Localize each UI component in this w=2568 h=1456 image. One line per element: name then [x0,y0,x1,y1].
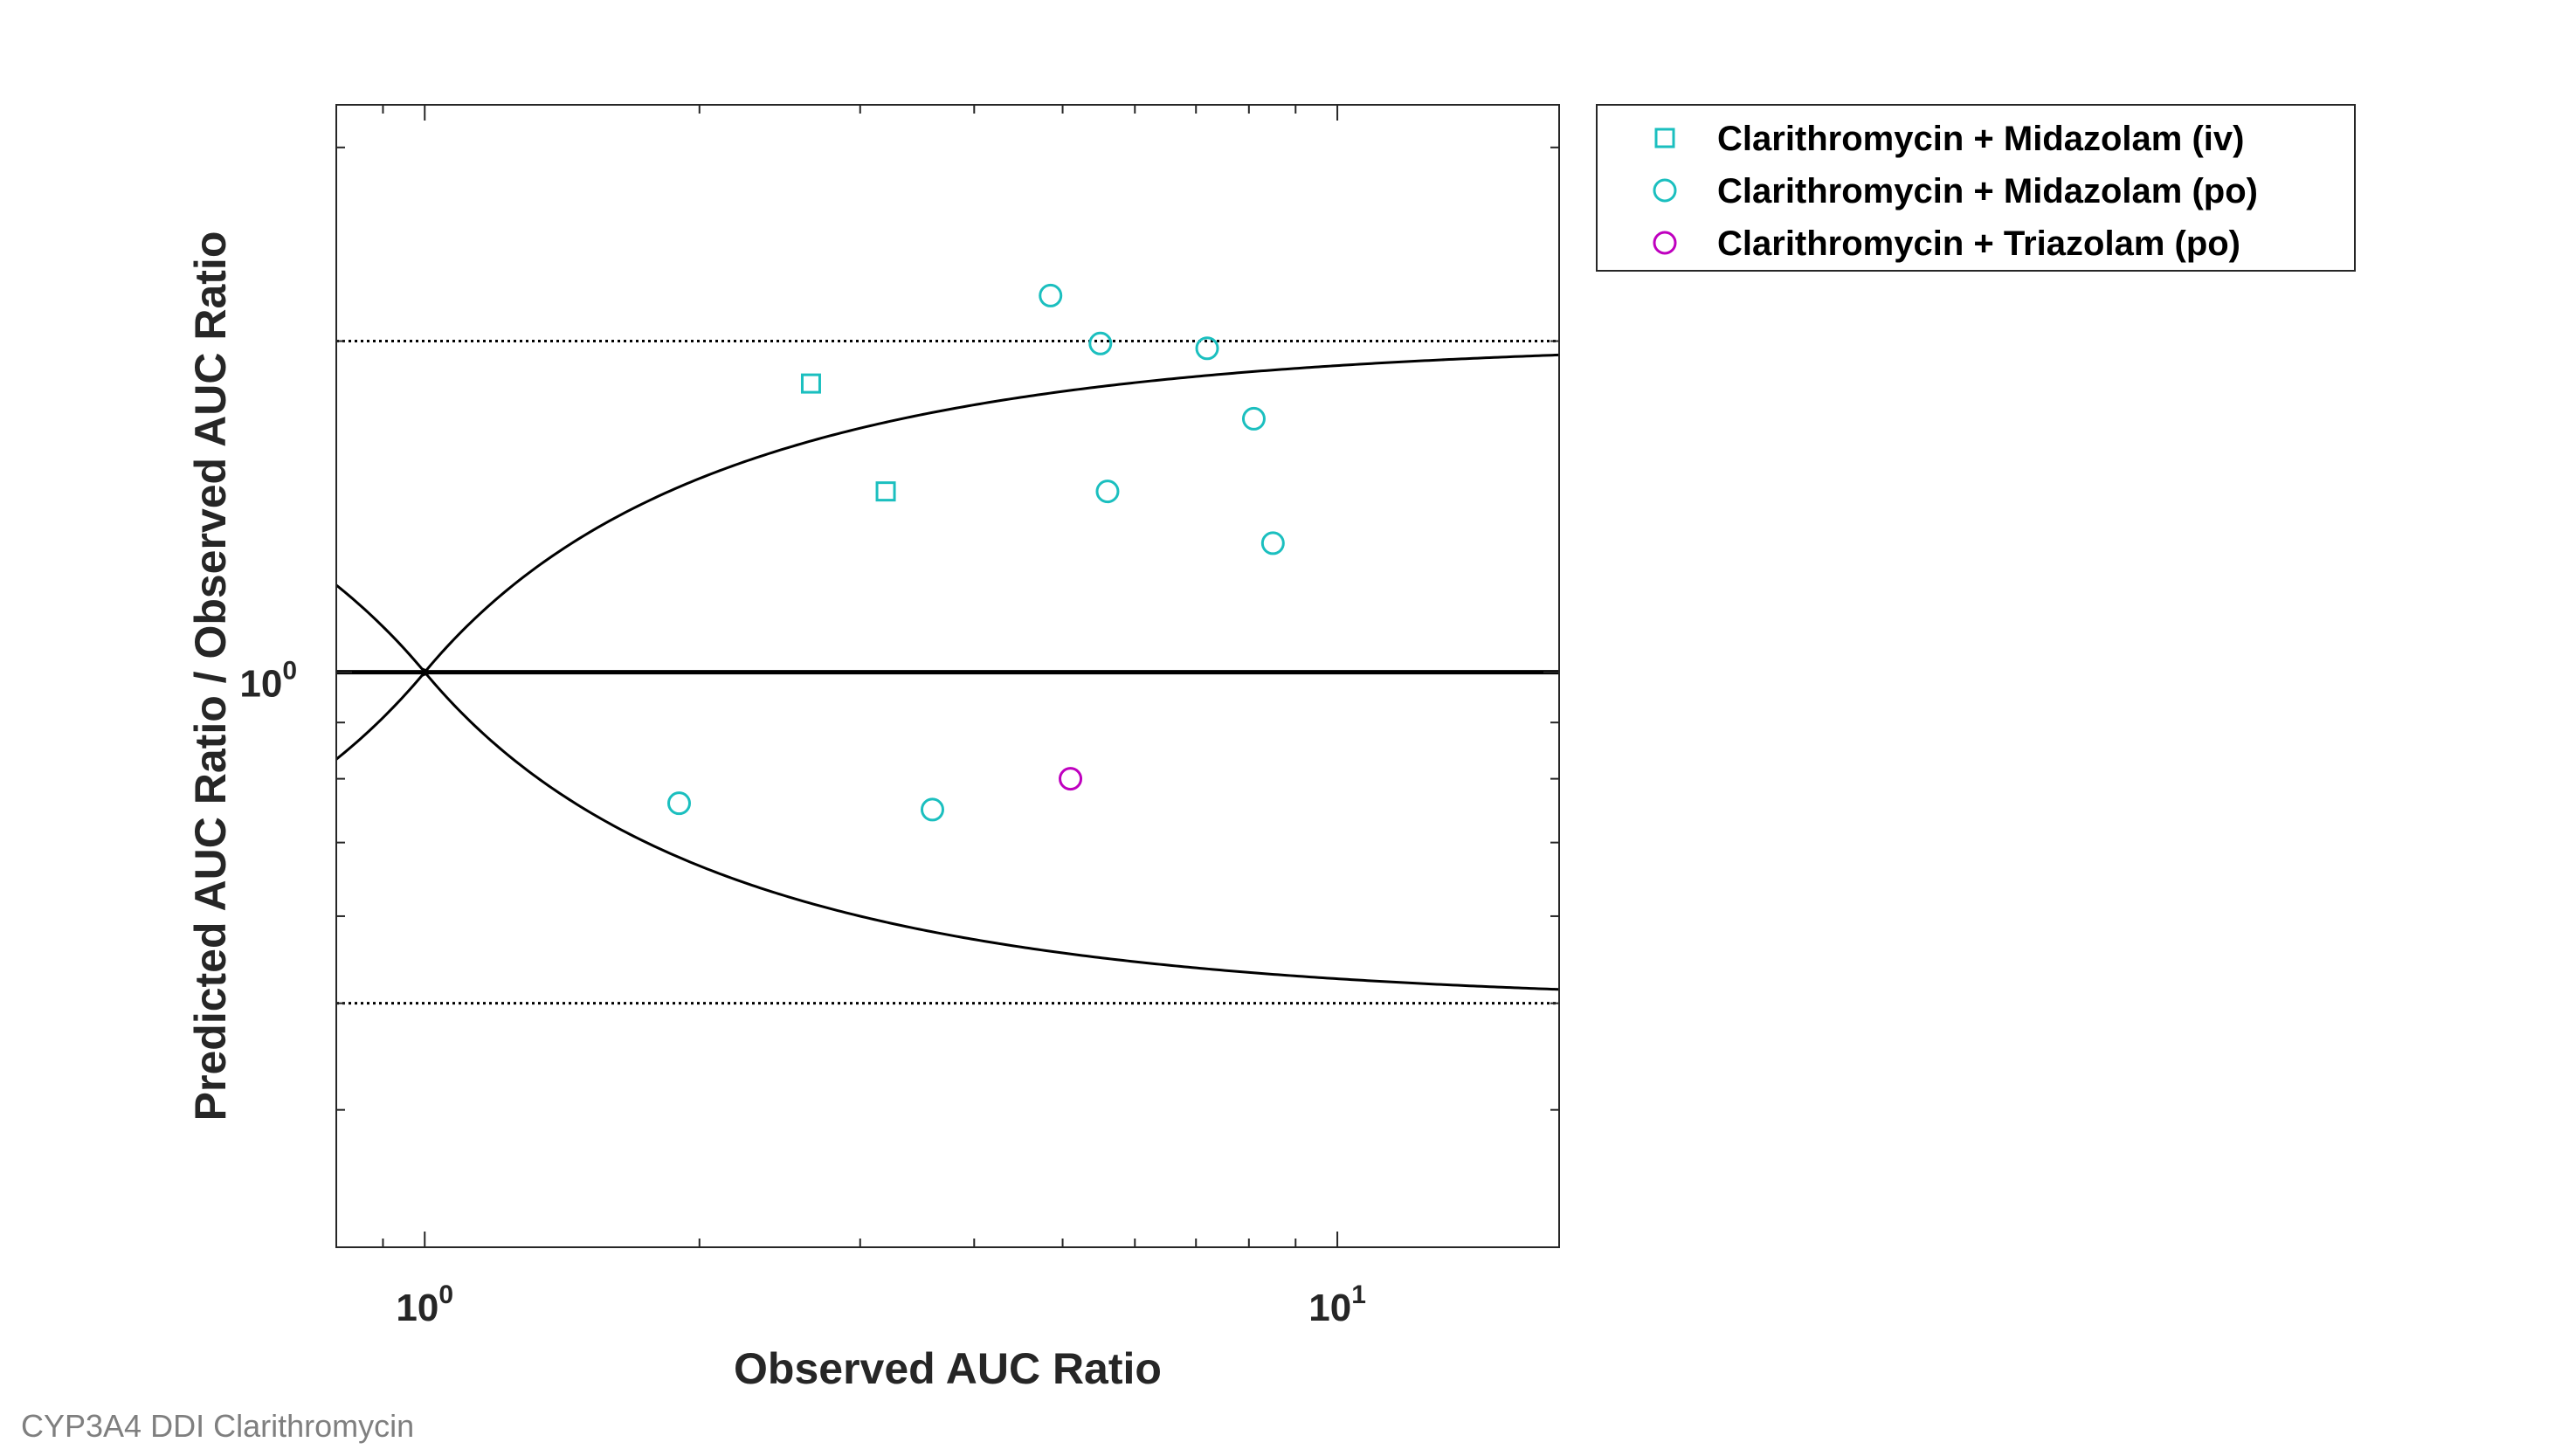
data-point [1195,336,1219,361]
x-tick-label: 100 [396,1280,453,1329]
plot-frame [335,104,1560,1248]
data-point [800,373,821,394]
guest-upper-curve [335,353,1560,673]
data-point [1059,767,1083,791]
legend-marker [1653,231,1677,255]
legend-marker [1653,178,1677,203]
figure-caption: CYP3A4 DDI Clarithromycin [21,1408,415,1444]
data-point [1241,406,1266,431]
legend-box [1596,104,2356,272]
data-point [1039,283,1063,307]
x-tick-label: 101 [1308,1280,1366,1329]
data-point [1088,331,1113,355]
data-point [920,797,944,822]
x-axis-title: Observed AUC Ratio [734,1344,1162,1393]
reference-lines [335,340,1560,1005]
tick-labels: 100 101 100 [239,657,1366,1329]
legend-entry: Clarithromycin + Midazolam (po) [1717,172,2258,210]
legend-entry: Clarithromycin + Midazolam (iv) [1717,120,2244,158]
plot-area [336,105,1559,1247]
data-point [1260,531,1285,555]
data-points [666,283,1285,822]
data-point [666,791,691,816]
data-point [875,481,896,502]
legend-marker [1654,128,1675,148]
y-axis-title: Predicted AUC Ratio / Observed AUC Ratio [186,231,235,1121]
legend: Clarithromycin + Midazolam (iv) Clarithro… [1596,104,2356,272]
y-tick-label: 100 [239,657,297,706]
legend-entry: Clarithromycin + Triazolam (po) [1717,224,2240,263]
data-point [1095,480,1120,504]
guest-lower-curve [335,672,1560,991]
